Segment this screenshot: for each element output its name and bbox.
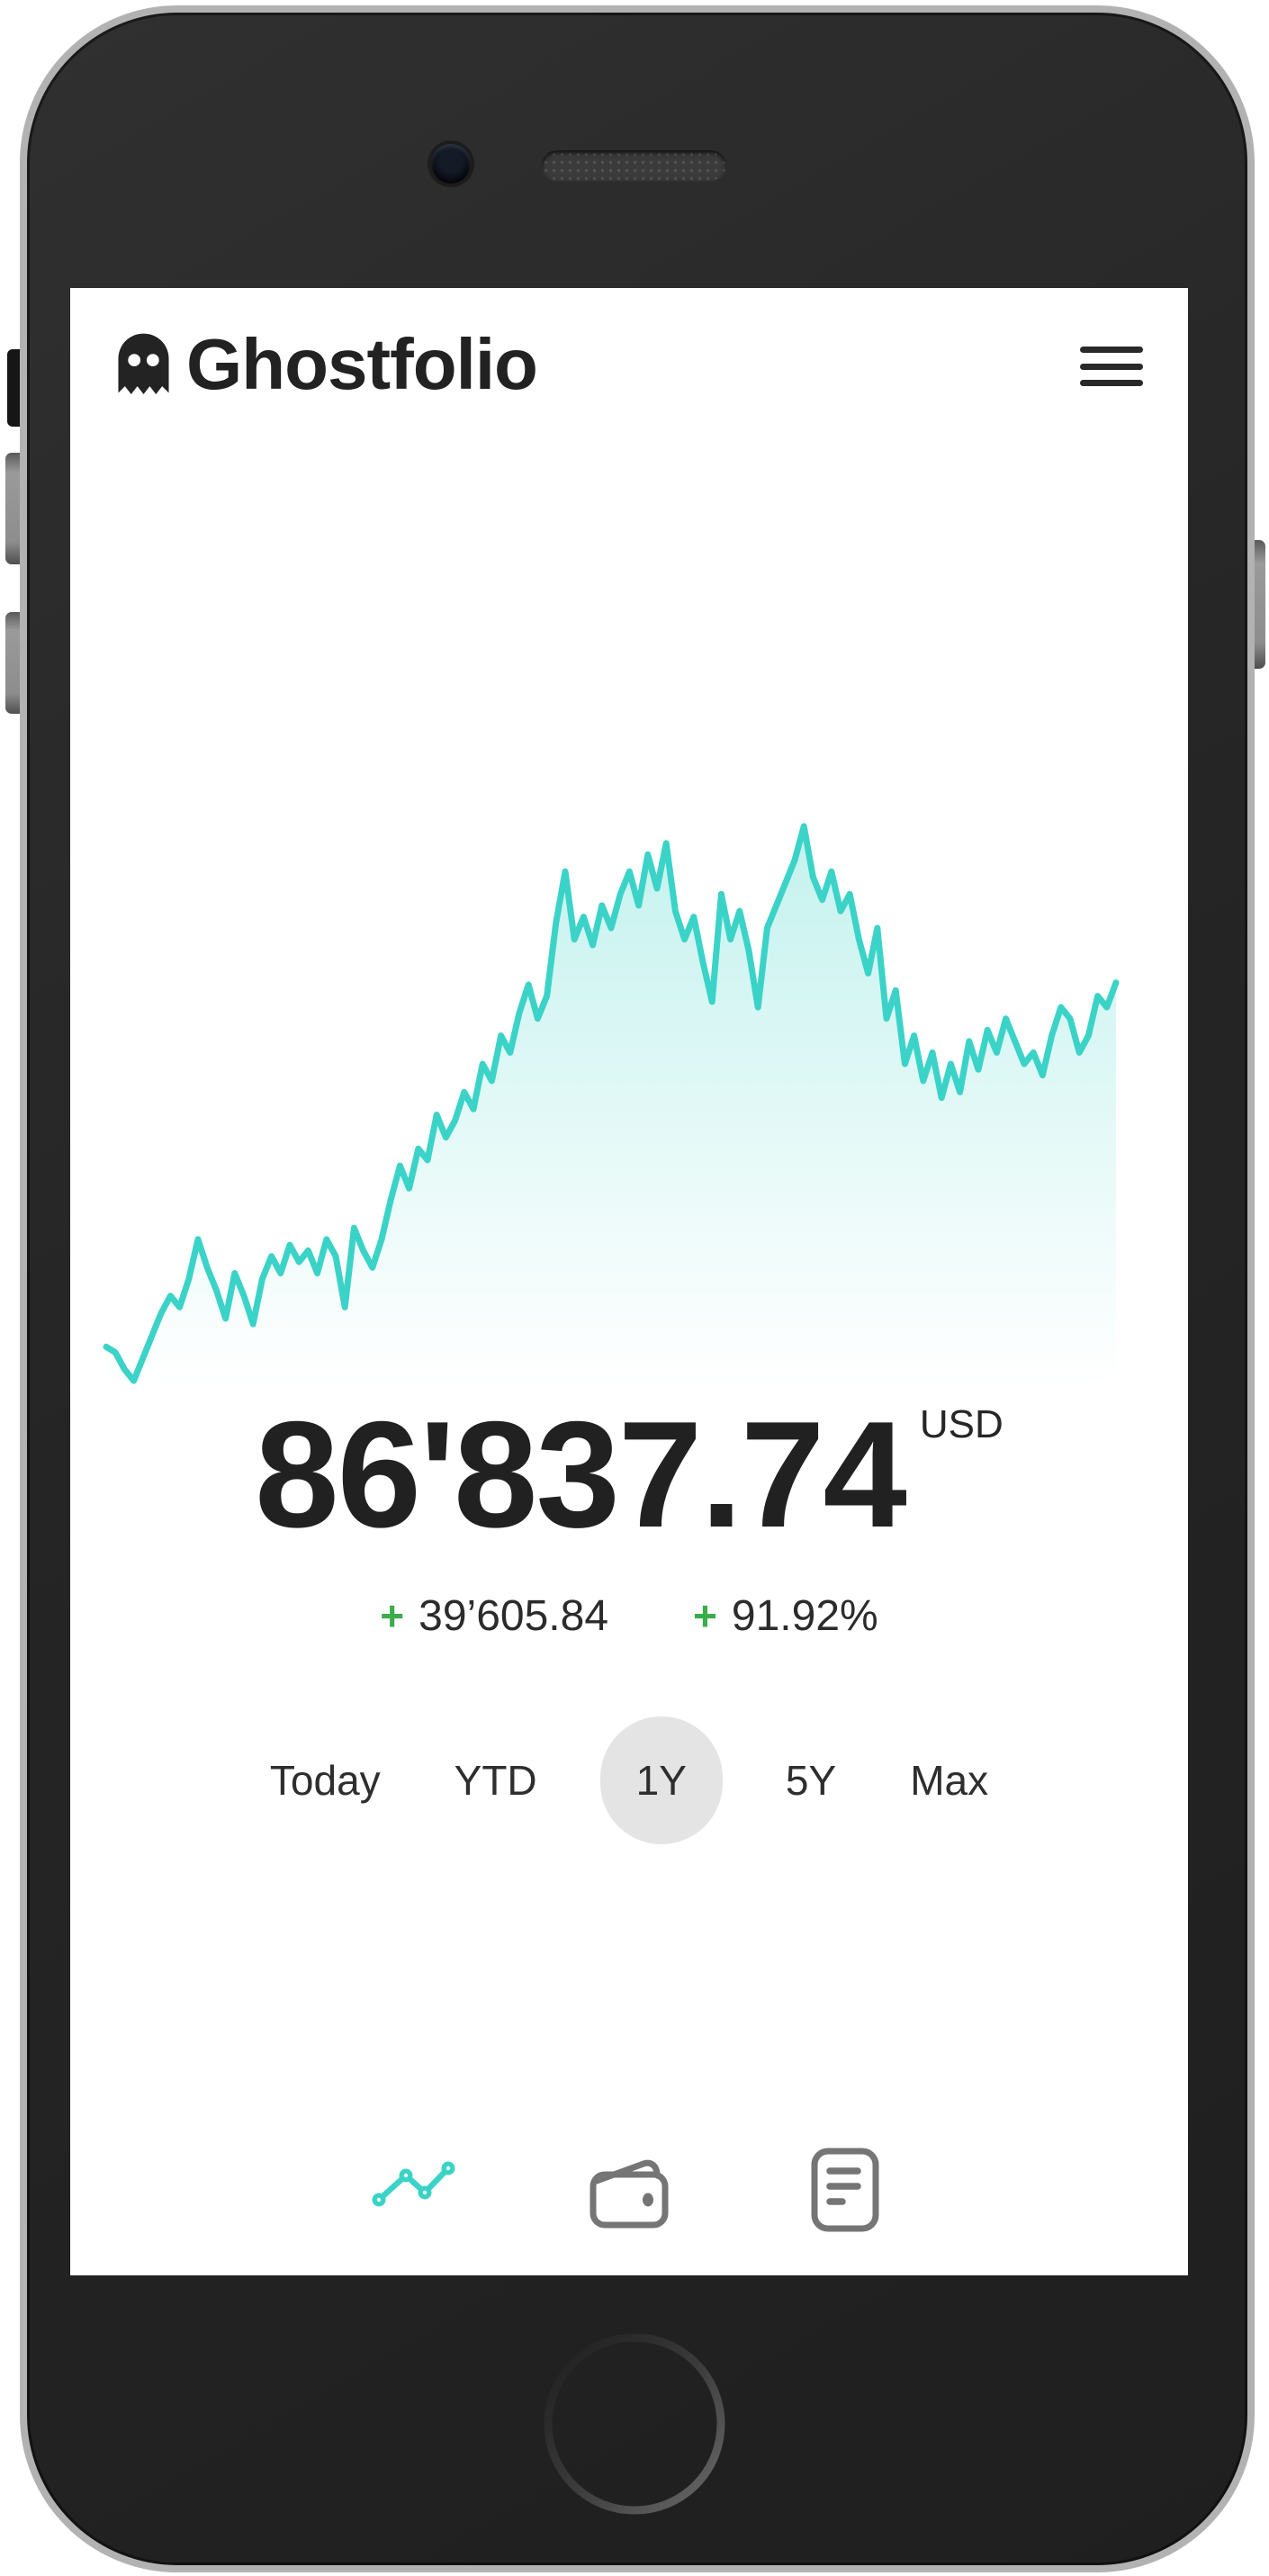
range-selector: Today YTD 1Y 5Y Max xyxy=(70,1714,1188,1847)
app-screen: Ghostfolio xyxy=(70,288,1188,2275)
wallet-icon xyxy=(590,2159,669,2229)
document-icon xyxy=(811,2148,879,2232)
range-max[interactable]: Max xyxy=(899,1716,999,1844)
range-ytd[interactable]: YTD xyxy=(444,1716,548,1844)
app-title: Ghostfolio xyxy=(186,324,538,404)
change-percent-value: 91.92% xyxy=(731,1592,878,1640)
tab-bar xyxy=(70,2140,1188,2239)
plus-icon: + xyxy=(380,1592,405,1639)
range-1y[interactable]: 1Y xyxy=(599,1716,723,1844)
change-percent: + 91.92% xyxy=(693,1591,878,1641)
change-absolute: + 39’605.84 xyxy=(380,1591,608,1641)
plus-icon: + xyxy=(693,1592,717,1639)
app-header: Ghostfolio xyxy=(117,328,1143,401)
portfolio-currency: USD xyxy=(919,1402,1004,1446)
portfolio-value-row: 86'837.74 USD xyxy=(70,1399,1188,1550)
change-row: + 39’605.84 + 91.92% xyxy=(70,1591,1188,1641)
tab-report[interactable] xyxy=(800,2140,890,2239)
tab-wallet[interactable] xyxy=(584,2140,674,2239)
home-button-ring-icon xyxy=(544,2333,725,2515)
portfolio-value: 86'837.74 xyxy=(255,1390,907,1559)
tab-performance[interactable] xyxy=(368,2140,458,2239)
line-chart-icon xyxy=(372,2161,455,2207)
ghost-icon xyxy=(118,333,169,394)
change-absolute-value: 39’605.84 xyxy=(418,1592,609,1640)
hamburger-menu-icon[interactable] xyxy=(1080,347,1143,386)
earpiece-speaker xyxy=(542,150,726,180)
home-button[interactable] xyxy=(536,2325,734,2523)
front-camera-icon xyxy=(431,144,471,184)
range-5y[interactable]: 5Y xyxy=(775,1716,847,1844)
brand: Ghostfolio xyxy=(117,324,538,404)
range-today[interactable]: Today xyxy=(259,1716,392,1844)
phone-frame: Ghostfolio xyxy=(20,5,1255,2572)
performance-chart[interactable] xyxy=(103,821,1120,1384)
